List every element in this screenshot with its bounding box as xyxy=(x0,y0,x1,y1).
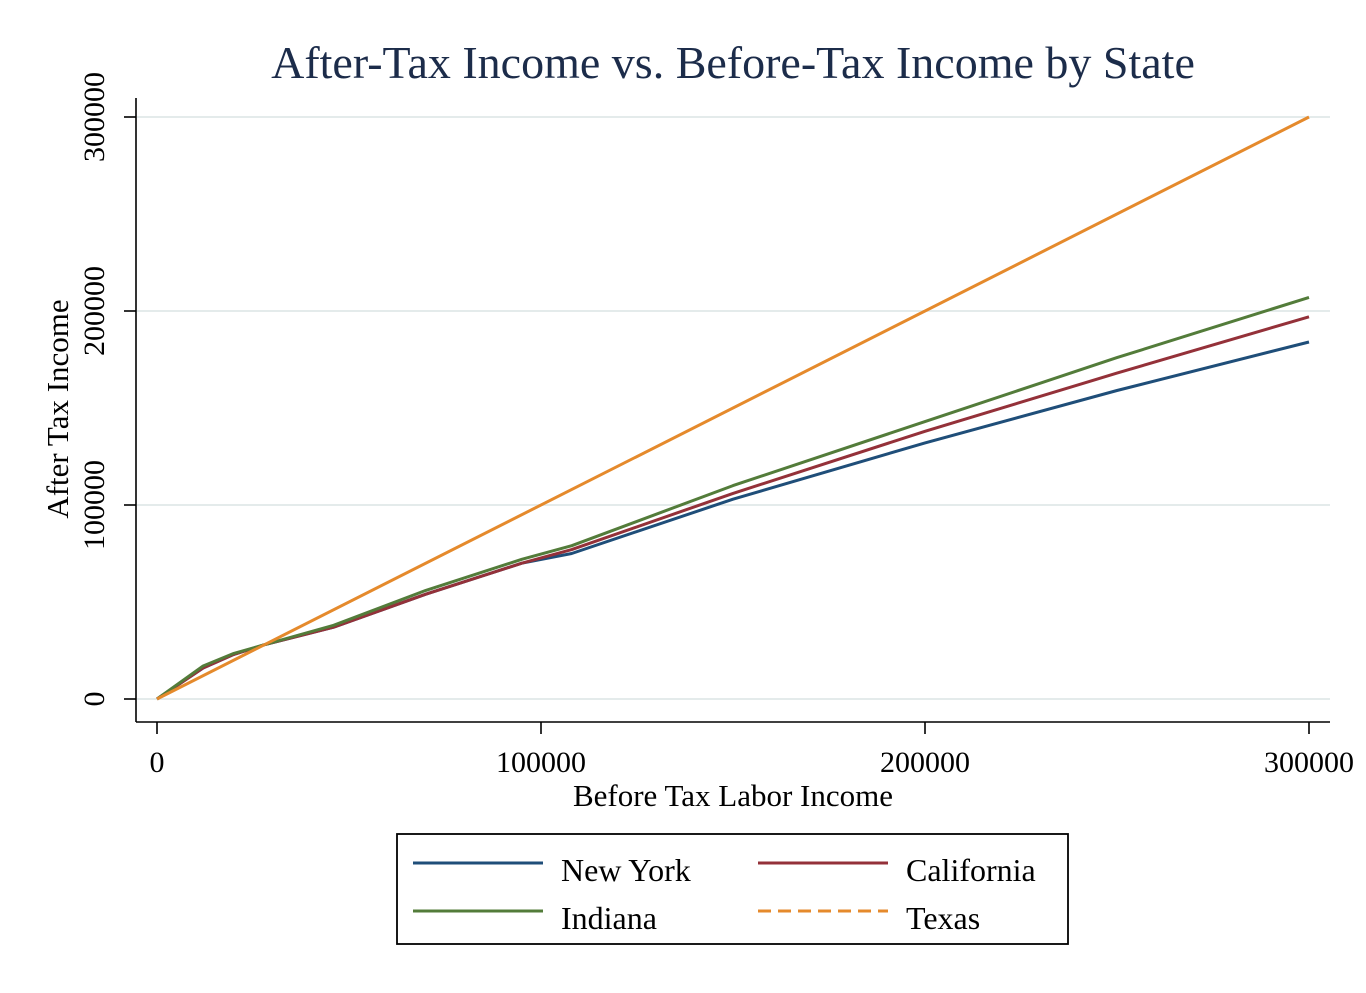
legend-label-indiana: Indiana xyxy=(561,900,657,936)
chart-title: After-Tax Income vs. Before-Tax Income b… xyxy=(271,37,1195,88)
y-tick-label-2: 200000 xyxy=(78,266,111,356)
x-tick-label-1: 100000 xyxy=(496,746,586,779)
series-line-california xyxy=(156,315,1310,701)
legend-label-texas: Texas xyxy=(906,900,980,936)
x-tick-label-0: 0 xyxy=(150,746,165,779)
legend-box xyxy=(396,833,1069,945)
series-line-new-york xyxy=(156,340,1310,701)
axis-ticks: 0 100000 200000 300000 0 100000 200000 300000 xyxy=(78,72,1354,779)
series-line-texas xyxy=(156,115,1310,701)
x-tick-label-2: 200000 xyxy=(880,746,970,779)
legend: New York California Indiana Texas xyxy=(413,852,1036,936)
legend-label-california: California xyxy=(906,852,1036,888)
y-tick-label-0: 0 xyxy=(78,692,111,707)
y-tick-label-1: 100000 xyxy=(78,460,111,550)
series-lines xyxy=(156,115,1310,701)
x-tick-label-3: 300000 xyxy=(1264,746,1354,779)
x-axis-label: Before Tax Labor Income xyxy=(573,778,893,813)
series-line-indiana xyxy=(156,295,1310,701)
y-axis-label: After Tax Income xyxy=(40,299,75,518)
y-tick-label-3: 300000 xyxy=(78,72,111,162)
gridlines xyxy=(137,116,1330,700)
legend-label-new-york: New York xyxy=(561,852,691,888)
